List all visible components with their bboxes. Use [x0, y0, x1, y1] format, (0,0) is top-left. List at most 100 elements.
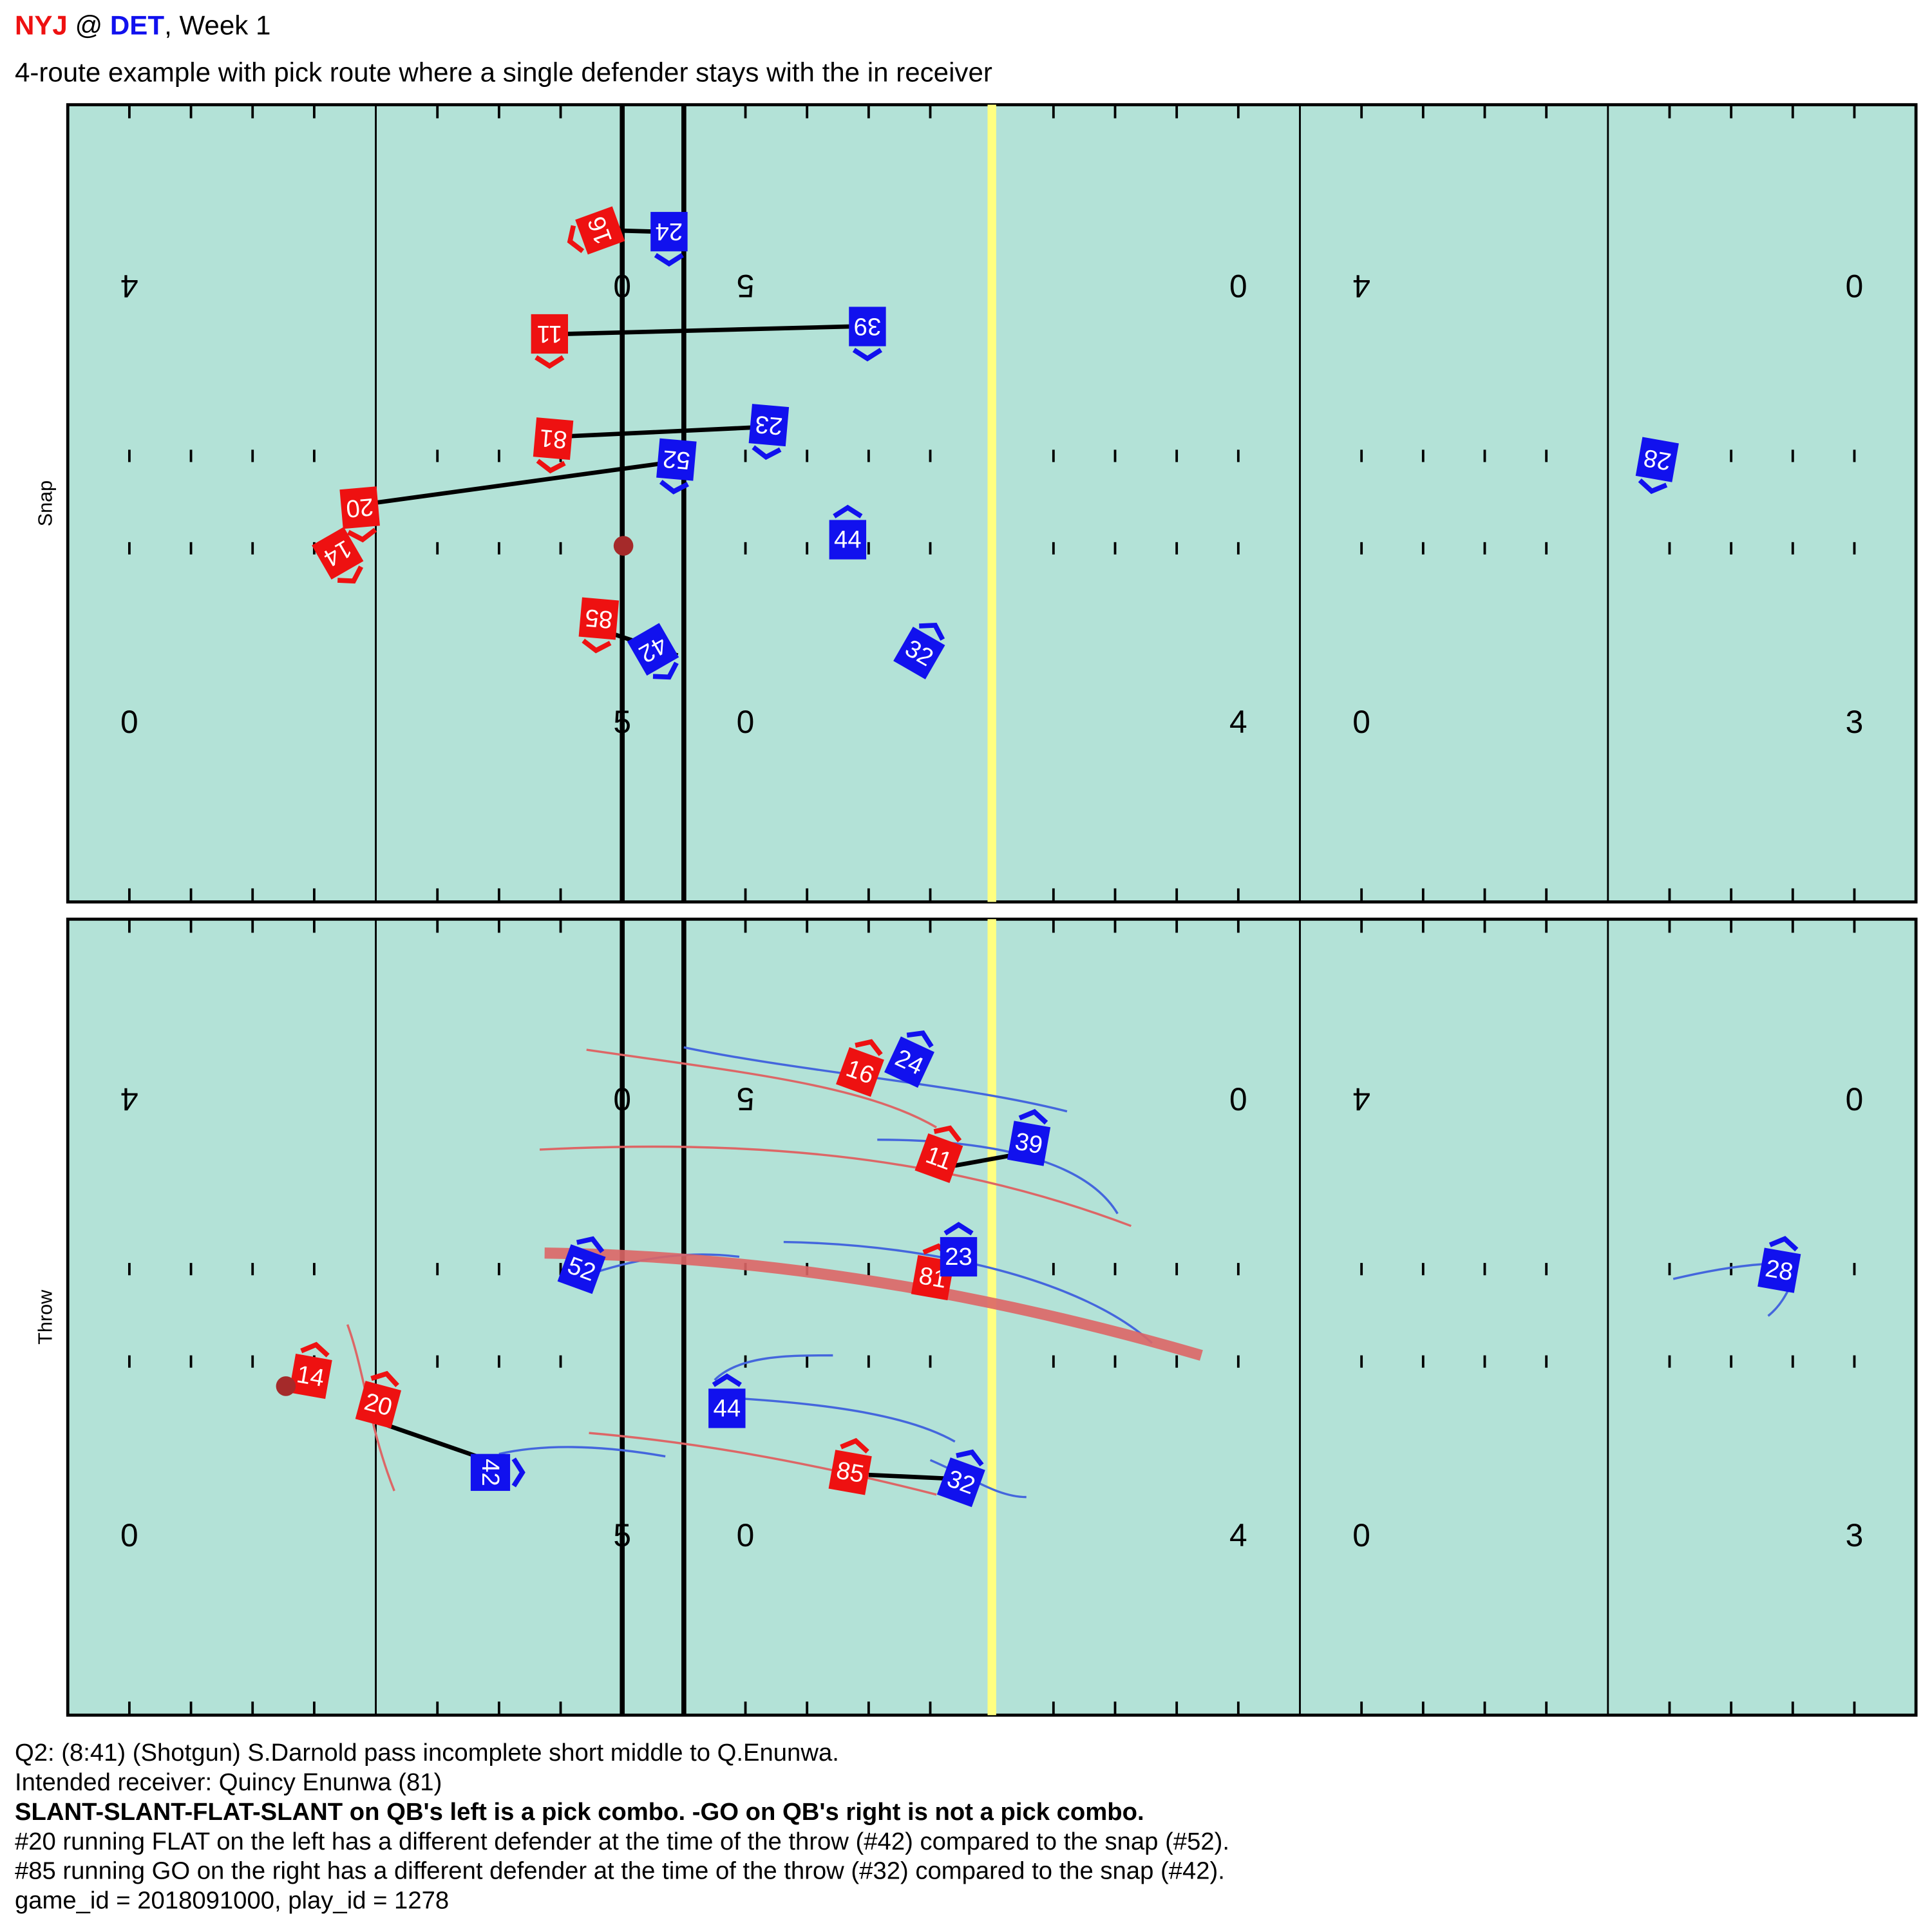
player-number: 85 — [584, 603, 614, 634]
jersey — [836, 1046, 884, 1097]
yard-number: 5 — [613, 704, 631, 740]
player-number: 52 — [661, 444, 691, 475]
facing-chevron — [1638, 478, 1668, 495]
facing-chevron — [840, 1437, 869, 1454]
route-trail — [739, 1397, 956, 1443]
yard-number: 4 — [120, 1081, 138, 1117]
coverage-link — [569, 425, 752, 439]
jersey — [940, 1236, 978, 1277]
player-number: 28 — [1763, 1255, 1795, 1287]
coverage-link — [567, 324, 851, 336]
player-marker: 20 — [339, 486, 380, 543]
facing-chevron — [337, 565, 364, 584]
facing-chevron — [652, 661, 679, 680]
facing-chevron — [654, 252, 685, 267]
week: , Week 1 — [164, 10, 270, 41]
yard-number: 4 — [1229, 704, 1247, 740]
player-marker: 11 — [914, 1125, 963, 1184]
jersey — [627, 623, 679, 676]
yard-number: 5 — [737, 1081, 755, 1117]
route-trail — [539, 1145, 1132, 1227]
player-marker: 28 — [1635, 437, 1679, 495]
yard-number: 4 — [1229, 1517, 1247, 1553]
player-number: 14 — [294, 1360, 326, 1392]
player-marker: 39 — [1007, 1109, 1051, 1166]
fields: 400550044003Snap161181201485243923524442… — [34, 103, 1918, 1717]
jersey — [557, 1244, 606, 1294]
yard-number: 0 — [1846, 268, 1864, 304]
jersey — [936, 1457, 985, 1508]
coverage-link — [954, 1152, 1018, 1168]
yard-number: 0 — [120, 1517, 138, 1553]
player-number: 39 — [854, 313, 882, 341]
jersey — [312, 527, 364, 580]
jersey — [893, 627, 945, 679]
ball — [613, 536, 634, 556]
jersey — [355, 1381, 402, 1429]
facing-chevron — [567, 225, 585, 254]
jersey — [533, 417, 574, 460]
player-marker: 42 — [627, 623, 679, 680]
jersey — [829, 520, 867, 560]
yard-number: 0 — [1352, 704, 1370, 740]
facing-chevron — [582, 638, 612, 654]
player-marker: 44 — [708, 1373, 746, 1428]
home-team: NYJ — [15, 10, 68, 41]
player-marker: 32 — [893, 623, 945, 679]
player-number: 28 — [1642, 444, 1673, 476]
jersey — [748, 404, 790, 447]
facing-chevron — [852, 348, 883, 362]
caption-line: game_id = 2018091000, play_id = 1278 — [15, 1887, 449, 1915]
jersey — [849, 307, 886, 346]
jersey — [1007, 1121, 1051, 1166]
yard-number: 0 — [613, 1081, 631, 1117]
yard-number: 0 — [1846, 1081, 1864, 1117]
yard-number: 4 — [1352, 1081, 1370, 1117]
route-trail — [586, 1048, 937, 1129]
player-number: 23 — [945, 1243, 972, 1271]
field-panel: 400550044003Snap161181201485243923524442… — [34, 103, 1918, 904]
route-trail — [498, 1446, 666, 1458]
facing-chevron — [906, 1030, 934, 1048]
panel-label: Snap — [34, 480, 56, 527]
facing-chevron — [933, 1125, 962, 1142]
jersey — [1635, 437, 1679, 482]
caption-line: #20 running FLAT on the left has a diffe… — [15, 1828, 1229, 1855]
yard-number: 5 — [737, 268, 755, 304]
caption-line: SLANT-SLANT-FLAT-SLANT on QB's left is a… — [15, 1798, 1144, 1826]
player-number: 81 — [538, 424, 568, 454]
route-trail — [929, 1459, 1027, 1499]
player-marker: 16 — [567, 206, 625, 255]
yard-number: 4 — [1352, 268, 1370, 304]
player-marker: 23 — [940, 1222, 978, 1277]
facing-chevron — [300, 1341, 330, 1358]
jersey — [708, 1388, 746, 1428]
player-marker: 20 — [355, 1370, 402, 1429]
player-number: 23 — [754, 410, 784, 440]
yard-number: 5 — [613, 1517, 631, 1553]
player-marker: 28 — [1757, 1236, 1801, 1293]
player-number: 39 — [1013, 1128, 1045, 1160]
player-number: 85 — [834, 1456, 866, 1488]
facing-chevron — [1768, 1236, 1799, 1252]
route-trail — [783, 1240, 1153, 1344]
jersey — [914, 1133, 963, 1184]
yard-number: 4 — [120, 268, 138, 304]
player-number: 24 — [656, 218, 683, 245]
player-marker: 42 — [470, 1454, 526, 1492]
subtitle: 4-route example with pick route where a … — [15, 57, 992, 87]
facing-chevron — [535, 355, 565, 369]
player-marker: 39 — [849, 307, 886, 362]
yard-number: 0 — [737, 1517, 755, 1553]
jersey — [339, 486, 380, 529]
player-marker: 85 — [578, 597, 620, 654]
facing-chevron — [943, 1222, 974, 1236]
facing-chevron — [712, 1373, 742, 1387]
jersey — [828, 1450, 872, 1495]
player-number: 11 — [536, 320, 562, 348]
facing-chevron — [855, 1039, 883, 1056]
facing-chevron — [536, 459, 566, 474]
facing-chevron — [919, 623, 945, 641]
coverage-link — [375, 461, 663, 505]
jersey — [575, 206, 625, 255]
